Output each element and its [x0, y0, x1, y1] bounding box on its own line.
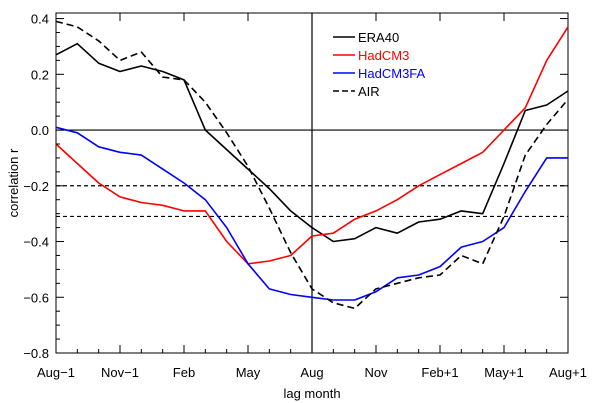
x-tick-label: Aug+1: [549, 365, 587, 380]
y-tick-label: 0.2: [31, 67, 49, 82]
plot-area: [55, 12, 569, 354]
x-tick-label: Aug: [300, 365, 323, 380]
x-axis-title: lag month: [283, 386, 340, 401]
series-line-hadcm3fa: [55, 126, 568, 301]
legend-label-era40: ERA40: [358, 30, 399, 45]
legend-label-air: AIR: [358, 84, 380, 99]
y-axis-title: correlation r: [6, 148, 21, 217]
reference-lines: [56, 13, 568, 353]
y-tick-label: −0.8: [23, 346, 49, 361]
y-tick-label: −0.4: [23, 235, 49, 250]
series-line-air: [55, 20, 569, 310]
y-tick-label: −0.6: [23, 290, 49, 305]
x-tick-label: Aug−1: [37, 365, 75, 380]
legend-label-hadcm3fa: HadCM3FA: [358, 66, 426, 81]
x-tick-label: Feb+1: [421, 365, 458, 380]
y-tick-label: 0.0: [31, 123, 49, 138]
y-tick-label: −0.2: [23, 179, 49, 194]
x-tick-label: Feb: [173, 365, 195, 380]
series-line-hadcm3: [55, 26, 569, 265]
legend-label-hadcm3: HadCM3: [358, 48, 409, 63]
x-tick-label: Nov−1: [101, 365, 139, 380]
x-tick-label: May+1: [484, 365, 523, 380]
x-axis: Aug−1 Nov−1 Feb May Aug Nov Feb+1 May+1 Aug+1: [37, 13, 587, 380]
legend: ERA40 HadCM3 HadCM3FA AIR: [333, 30, 426, 99]
x-tick-label: May: [236, 365, 261, 380]
x-tick-label: Nov: [364, 365, 388, 380]
y-axis: −0.8 −0.6 −0.4 −0.2 0.0 0.2 0.4: [23, 12, 568, 361]
series-lines: [55, 20, 569, 310]
series-line-era40: [55, 42, 569, 243]
y-tick-label: 0.4: [31, 12, 49, 27]
